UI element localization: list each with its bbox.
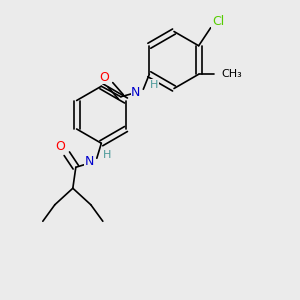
Text: CH₃: CH₃ — [221, 69, 242, 79]
Text: O: O — [55, 140, 65, 153]
Text: N: N — [131, 86, 140, 99]
Text: N: N — [85, 155, 94, 168]
Text: H: H — [150, 80, 158, 90]
Text: O: O — [99, 71, 109, 84]
Text: H: H — [103, 150, 112, 160]
Text: Cl: Cl — [212, 15, 224, 28]
